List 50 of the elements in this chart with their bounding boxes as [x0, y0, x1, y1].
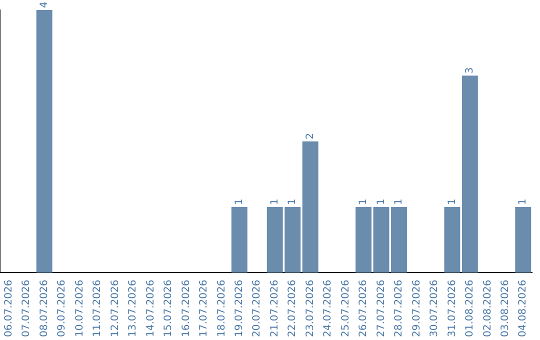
- x-tick-label: 04.08.2026: [518, 280, 529, 338]
- data-label: 3: [464, 67, 476, 74]
- x-tick-label: 15.07.2026: [163, 280, 174, 338]
- bar: [373, 207, 390, 273]
- x-tick-label: 23.07.2026: [304, 280, 316, 338]
- bar: [36, 10, 52, 273]
- data-label: 4: [38, 2, 50, 8]
- data-label: 1: [446, 198, 458, 206]
- x-tick-label: 24.07.2026: [322, 280, 334, 338]
- x-tick-label: 10.07.2026: [74, 280, 86, 338]
- x-tick-label: 01.08.2026: [464, 280, 476, 338]
- data-label: 1: [518, 198, 529, 206]
- x-tick-label: 22.07.2026: [287, 280, 298, 338]
- x-tick-label: 19.07.2026: [234, 280, 245, 338]
- x-tick-label: 03.08.2026: [500, 280, 511, 338]
- x-tick-label: 11.07.2026: [92, 280, 104, 338]
- bar: [462, 76, 478, 273]
- x-tick-label: 26.07.2026: [358, 280, 370, 338]
- x-tick-label: 08.07.2026: [38, 280, 50, 338]
- x-tick-label: 21.07.2026: [269, 280, 280, 338]
- x-tick-label: 07.07.2026: [21, 280, 32, 338]
- x-tick-label: 27.07.2026: [376, 280, 387, 338]
- bar: [391, 207, 407, 273]
- x-tick-label: 13.07.2026: [128, 280, 139, 338]
- x-tick-label: 17.07.2026: [198, 280, 210, 338]
- data-label: 1: [287, 198, 298, 206]
- x-tick-label: 02.08.2026: [482, 280, 494, 338]
- x-tick-label: 06.07.2026: [3, 280, 14, 338]
- x-tick-label: 25.07.2026: [340, 280, 352, 338]
- x-tick-label: 31.07.2026: [446, 280, 458, 338]
- x-tick-label: 12.07.2026: [110, 280, 121, 338]
- x-tick-label: 30.07.2026: [429, 280, 440, 338]
- bar: [444, 207, 460, 273]
- x-tick-label: 14.07.2026: [145, 280, 156, 338]
- x-tick-label: 28.07.2026: [394, 280, 405, 338]
- data-label: 1: [358, 198, 370, 206]
- bar: [356, 207, 372, 273]
- data-label: 1: [376, 198, 387, 206]
- x-tick-label: 29.07.2026: [411, 280, 422, 338]
- bar: [231, 207, 248, 273]
- data-label: 2: [304, 132, 316, 140]
- x-tick-label: 20.07.2026: [252, 280, 263, 338]
- data-label: 1: [394, 198, 405, 206]
- x-tick-label: 09.07.2026: [56, 280, 68, 338]
- x-tick-label: 18.07.2026: [216, 280, 228, 338]
- data-label: 1: [234, 198, 245, 206]
- bar: [515, 207, 532, 273]
- x-tick-label: 16.07.2026: [180, 280, 192, 338]
- bar: [302, 141, 318, 273]
- data-label: 1: [269, 198, 280, 206]
